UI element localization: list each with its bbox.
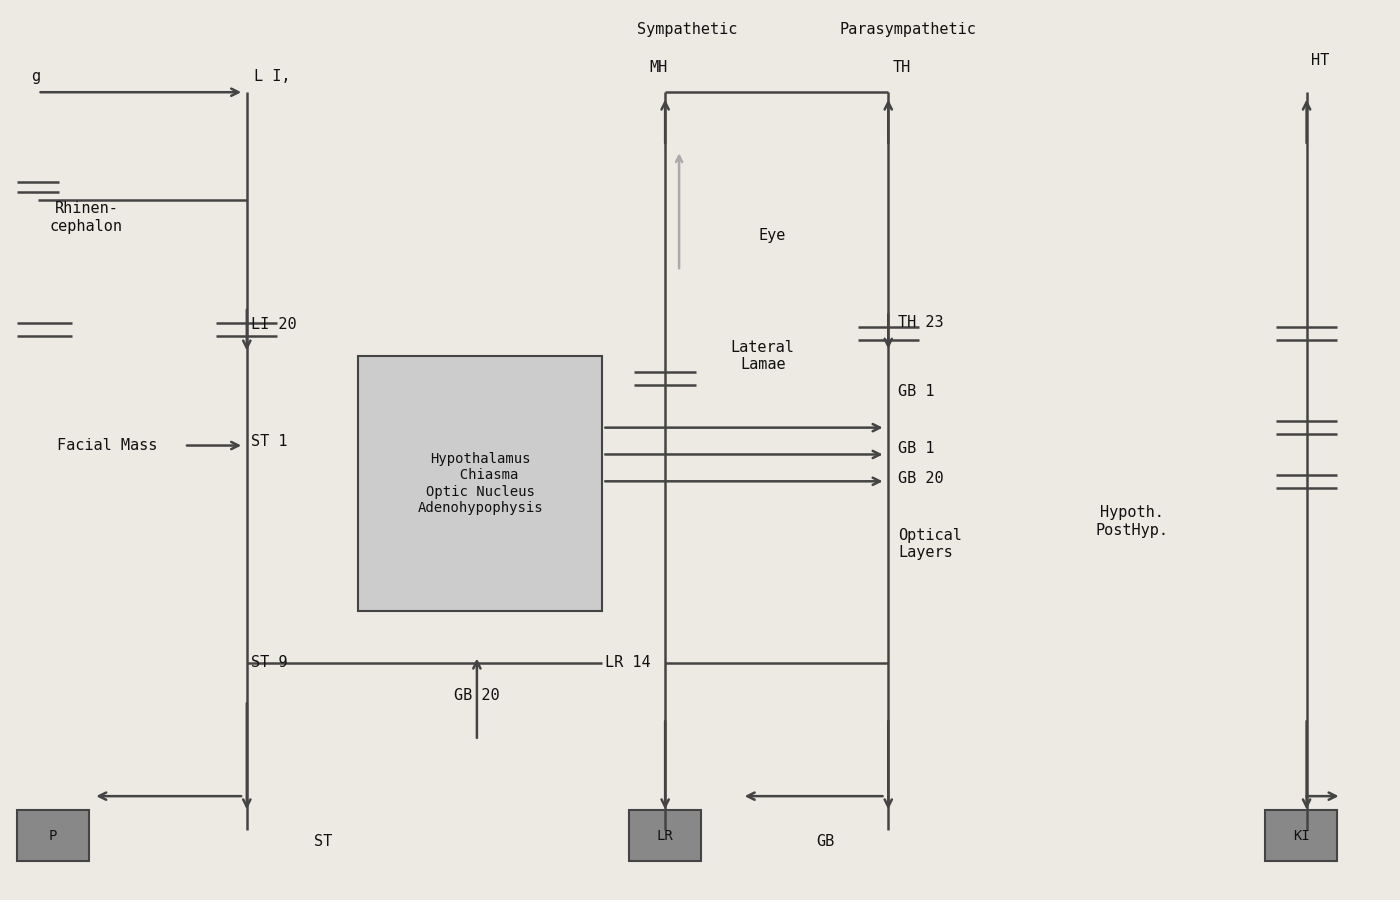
Text: LR 14: LR 14 bbox=[605, 655, 651, 670]
Text: Rhinen-
cephalon: Rhinen- cephalon bbox=[50, 202, 123, 234]
Text: ST 1: ST 1 bbox=[251, 434, 287, 448]
Text: Optical
Layers: Optical Layers bbox=[897, 527, 962, 560]
Text: TH: TH bbox=[892, 59, 910, 75]
Text: GB 20: GB 20 bbox=[897, 471, 944, 486]
Text: Facial Mass: Facial Mass bbox=[57, 438, 158, 453]
Text: Eye: Eye bbox=[759, 228, 787, 243]
Text: L I,: L I, bbox=[253, 68, 290, 84]
Bar bbox=[358, 356, 602, 611]
Text: ST: ST bbox=[315, 834, 333, 850]
Text: Sympathetic: Sympathetic bbox=[637, 22, 738, 37]
Text: ST 9: ST 9 bbox=[251, 655, 287, 670]
Text: Lateral
Lamae: Lateral Lamae bbox=[731, 340, 795, 373]
Text: Hypoth.
PostHyp.: Hypoth. PostHyp. bbox=[1096, 506, 1169, 538]
Text: GB 20: GB 20 bbox=[454, 688, 500, 704]
Text: TH 23: TH 23 bbox=[897, 315, 944, 329]
Bar bbox=[629, 810, 701, 861]
Text: Parasympathetic: Parasympathetic bbox=[840, 22, 976, 37]
Text: LI 20: LI 20 bbox=[251, 318, 297, 332]
Bar bbox=[17, 810, 90, 861]
Text: MH: MH bbox=[650, 59, 668, 75]
Text: GB 1: GB 1 bbox=[897, 441, 935, 455]
Text: KI: KI bbox=[1292, 829, 1309, 842]
Text: HT: HT bbox=[1310, 52, 1329, 68]
Text: GB 1: GB 1 bbox=[897, 384, 935, 400]
Text: GB: GB bbox=[816, 834, 834, 850]
Text: P: P bbox=[49, 829, 57, 842]
Text: g: g bbox=[31, 68, 39, 84]
Text: Hypothalamus
  Chiasma
Optic Nucleus
Adenohypophysis: Hypothalamus Chiasma Optic Nucleus Adeno… bbox=[417, 452, 543, 515]
Bar bbox=[1264, 810, 1337, 861]
Text: LR: LR bbox=[657, 829, 673, 842]
